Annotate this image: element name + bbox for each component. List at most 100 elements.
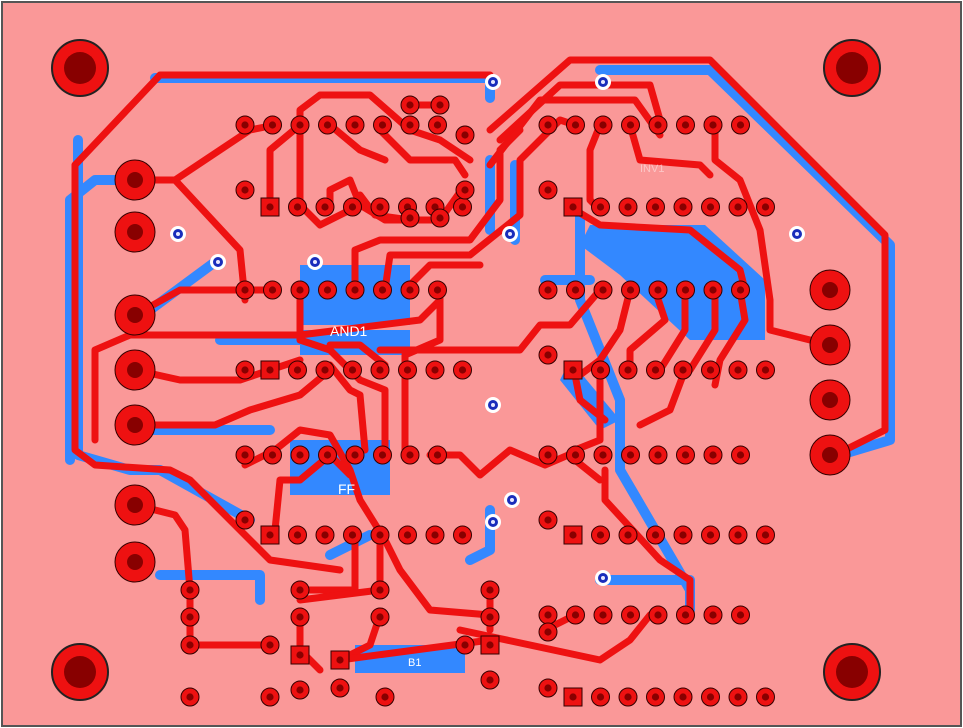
pad-7[interactable] xyxy=(538,180,558,200)
ic-pin-r6-p2[interactable] xyxy=(593,115,613,135)
ic-pin-r2-p0[interactable] xyxy=(235,280,255,300)
pad-10[interactable] xyxy=(235,510,255,530)
ic-pin-r12-p7[interactable] xyxy=(731,605,750,625)
ic-pin-r10-p1[interactable] xyxy=(566,445,585,465)
ic-pin-r9-p0[interactable] xyxy=(563,360,583,380)
ic-pin-r6-p1[interactable] xyxy=(566,115,585,135)
ic-pin-r3-p5[interactable] xyxy=(398,360,417,380)
ic-pin-r5-p2[interactable] xyxy=(315,525,335,545)
pad-25[interactable] xyxy=(480,580,500,600)
ic-pin-r2-p3[interactable] xyxy=(318,280,337,300)
pad-8[interactable] xyxy=(235,360,255,380)
connector-pad-2[interactable] xyxy=(114,294,156,336)
ic-pin-r5-p4[interactable] xyxy=(370,525,390,545)
ic-pin-r3-p7[interactable] xyxy=(453,360,472,380)
ic-pin-r12-p6[interactable] xyxy=(703,605,723,625)
pad-23[interactable] xyxy=(370,607,390,627)
ic-pin-r6-p3[interactable] xyxy=(621,115,640,135)
ic-pin-r13-p7[interactable] xyxy=(756,687,775,707)
via-2[interactable] xyxy=(170,226,186,242)
ic-pin-r11-p1[interactable] xyxy=(591,525,610,545)
ic-pin-r9-p4[interactable] xyxy=(673,360,693,380)
ic-pin-r8-p3[interactable] xyxy=(621,280,640,300)
ic-pin-r8-p0[interactable] xyxy=(538,280,558,300)
pad-1[interactable] xyxy=(430,95,450,115)
ic-pin-r12-p5[interactable] xyxy=(676,605,695,625)
ic-pin-r2-p7[interactable] xyxy=(428,280,447,300)
ic-pin-r1-p4[interactable] xyxy=(370,197,390,217)
pad-9[interactable] xyxy=(538,345,558,365)
via-5[interactable] xyxy=(502,226,518,242)
ic-pin-r3-p1[interactable] xyxy=(288,360,307,380)
ic-pin-r4-p4[interactable] xyxy=(345,445,365,465)
ic-pin-r12-p2[interactable] xyxy=(593,605,613,625)
ic-pin-r2-p5[interactable] xyxy=(373,280,392,300)
ic-pin-r10-p0[interactable] xyxy=(538,445,558,465)
ic-pin-r7-p0[interactable] xyxy=(563,197,583,217)
connector-pad-8[interactable] xyxy=(809,324,851,366)
ic-pin-r0-p3[interactable] xyxy=(318,115,337,135)
ic-pin-r13-p6[interactable] xyxy=(728,687,748,707)
via-6[interactable] xyxy=(789,226,805,242)
ic-pin-r3-p4[interactable] xyxy=(370,360,390,380)
ic-pin-r3-p3[interactable] xyxy=(343,360,362,380)
ic-pin-r1-p2[interactable] xyxy=(315,197,335,217)
ic-pin-r10-p5[interactable] xyxy=(676,445,695,465)
ic-pin-r5-p6[interactable] xyxy=(425,525,445,545)
pad-2[interactable] xyxy=(455,125,475,145)
ic-pin-r8-p5[interactable] xyxy=(676,280,695,300)
via-0[interactable] xyxy=(485,74,501,90)
ic-pin-r11-p6[interactable] xyxy=(728,525,748,545)
ic-pin-r0-p4[interactable] xyxy=(345,115,365,135)
ic-pin-r8-p4[interactable] xyxy=(648,280,668,300)
pad-28[interactable] xyxy=(455,635,475,655)
connector-pad-1[interactable] xyxy=(114,211,156,253)
ic-pin-r0-p1[interactable] xyxy=(263,115,282,135)
ic-pin-r3-p0[interactable] xyxy=(260,360,280,380)
ic-pin-r1-p7[interactable] xyxy=(453,197,472,217)
ic-pin-r10-p2[interactable] xyxy=(593,445,613,465)
ic-pin-r4-p1[interactable] xyxy=(263,445,282,465)
pad-24[interactable] xyxy=(375,687,395,707)
connector-pad-5[interactable] xyxy=(114,484,156,526)
ic-pin-r9-p5[interactable] xyxy=(701,360,720,380)
ic-pin-r13-p4[interactable] xyxy=(673,687,693,707)
via-8[interactable] xyxy=(504,492,520,508)
pad-22[interactable] xyxy=(370,580,390,600)
ic-pin-r1-p3[interactable] xyxy=(343,197,362,217)
pad-4[interactable] xyxy=(400,208,420,228)
ic-pin-r2-p1[interactable] xyxy=(263,280,282,300)
via-10[interactable] xyxy=(595,570,611,586)
ic-pin-r1-p1[interactable] xyxy=(288,197,307,217)
pad-13[interactable] xyxy=(180,607,200,627)
ic-pin-r2-p2[interactable] xyxy=(290,280,310,300)
ic-pin-r3-p2[interactable] xyxy=(315,360,335,380)
ic-pin-r8-p2[interactable] xyxy=(593,280,613,300)
ic-pin-r6-p4[interactable] xyxy=(648,115,668,135)
pad-square-b[interactable] xyxy=(330,650,350,670)
ic-pin-r13-p5[interactable] xyxy=(701,687,720,707)
ic-pin-r11-p5[interactable] xyxy=(701,525,720,545)
ic-pin-r1-p0[interactable] xyxy=(260,197,280,217)
ic-pin-r12-p1[interactable] xyxy=(566,605,585,625)
via-1[interactable] xyxy=(595,74,611,90)
ic-pin-r6-p7[interactable] xyxy=(731,115,750,135)
ic-pin-r3-p6[interactable] xyxy=(425,360,445,380)
connector-pad-0[interactable] xyxy=(114,159,156,201)
ic-pin-r2-p6[interactable] xyxy=(400,280,420,300)
ic-pin-r0-p2[interactable] xyxy=(290,115,310,135)
pad-14[interactable] xyxy=(180,635,200,655)
pad-18[interactable] xyxy=(290,580,310,600)
pad-19[interactable] xyxy=(290,607,310,627)
ic-pin-r8-p6[interactable] xyxy=(703,280,723,300)
pad-27[interactable] xyxy=(480,670,500,690)
connector-pad-3[interactable] xyxy=(114,349,156,391)
ic-pin-r6-p5[interactable] xyxy=(676,115,695,135)
ic-pin-r7-p4[interactable] xyxy=(673,197,693,217)
ic-pin-r13-p2[interactable] xyxy=(618,687,638,707)
ic-pin-r10-p7[interactable] xyxy=(731,445,750,465)
ic-pin-r7-p1[interactable] xyxy=(591,197,610,217)
via-4[interactable] xyxy=(307,254,323,270)
ic-pin-r6-p6[interactable] xyxy=(703,115,723,135)
pad-12[interactable] xyxy=(180,580,200,600)
